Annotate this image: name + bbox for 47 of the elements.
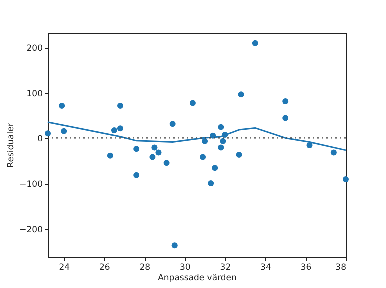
x-tick-label: 24 bbox=[59, 263, 70, 273]
y-tick-label: 0 bbox=[38, 134, 43, 145]
x-tick-label: 26 bbox=[99, 263, 110, 273]
point bbox=[164, 160, 170, 166]
x-tick-label: 30 bbox=[180, 263, 191, 273]
point bbox=[238, 92, 244, 98]
point bbox=[202, 138, 208, 144]
point bbox=[107, 152, 114, 159]
line-series bbox=[47, 122, 347, 152]
x-tick-label: 38 bbox=[336, 263, 346, 273]
point bbox=[190, 100, 196, 106]
point bbox=[218, 124, 224, 130]
y-tick-label: −100 bbox=[20, 180, 43, 190]
y-tick-label: 100 bbox=[26, 89, 43, 100]
point bbox=[212, 165, 218, 172]
point bbox=[156, 150, 162, 156]
point bbox=[170, 121, 176, 128]
point bbox=[134, 172, 140, 178]
x-axis-title: Anpassade värden bbox=[158, 274, 237, 284]
x-tick-label: 32 bbox=[220, 263, 232, 273]
point bbox=[330, 150, 337, 156]
point bbox=[172, 242, 178, 249]
point bbox=[59, 103, 66, 109]
point bbox=[134, 146, 140, 152]
x-tick-label: 34 bbox=[260, 263, 272, 273]
point bbox=[208, 180, 214, 187]
point bbox=[220, 138, 226, 144]
point bbox=[150, 154, 156, 160]
point bbox=[61, 128, 68, 134]
point bbox=[252, 40, 258, 46]
y-tick-label: 200 bbox=[26, 44, 43, 54]
point bbox=[282, 115, 289, 122]
y-axis-title: Residualer bbox=[6, 122, 17, 168]
x-tick-label: 36 bbox=[300, 263, 312, 273]
point bbox=[200, 154, 206, 160]
point bbox=[282, 98, 289, 104]
point bbox=[218, 144, 224, 151]
y-tick-label: −200 bbox=[20, 225, 43, 236]
point bbox=[111, 127, 118, 134]
point bbox=[152, 144, 158, 151]
point bbox=[117, 126, 124, 132]
point bbox=[236, 152, 242, 158]
x-tick-label: 28 bbox=[140, 263, 151, 273]
point bbox=[117, 103, 124, 109]
point bbox=[343, 176, 349, 182]
point bbox=[45, 130, 51, 137]
point bbox=[306, 142, 313, 148]
